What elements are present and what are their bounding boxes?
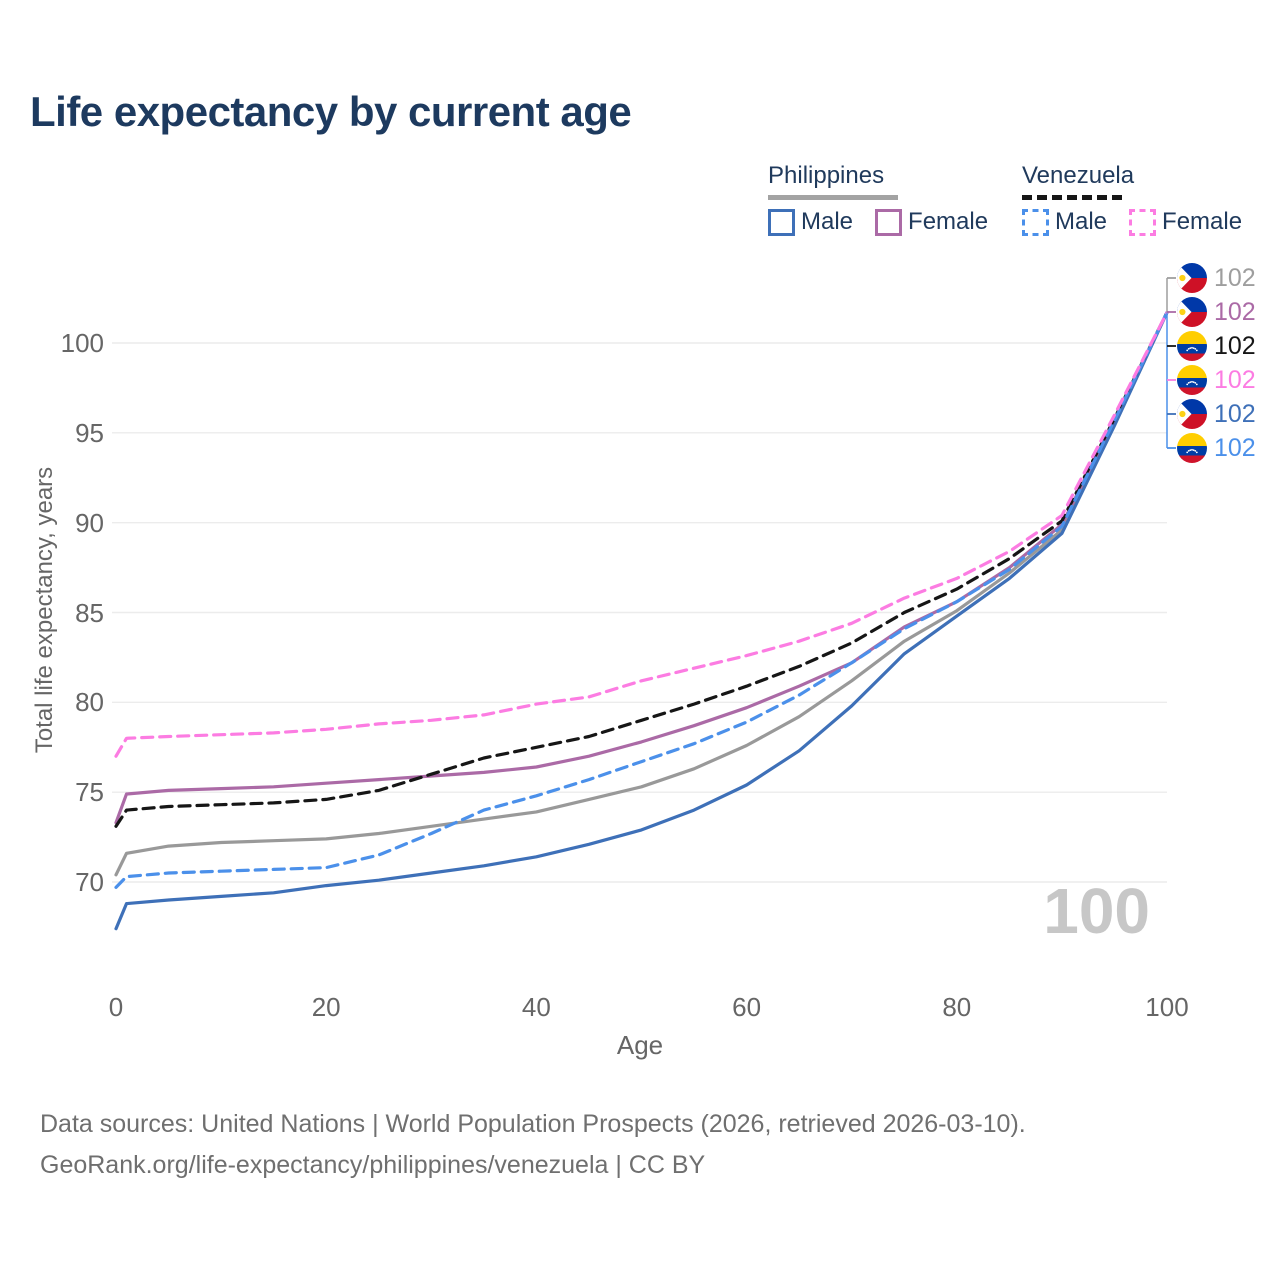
legend-item-philippines-female[interactable]: Female <box>875 208 988 236</box>
y-tick-100: 100 <box>60 328 104 358</box>
end-label-row-philippines-female: 102 <box>1177 297 1256 327</box>
venezuela-flag-icon <box>1177 331 1207 361</box>
end-value: 102 <box>1214 263 1256 292</box>
legend-country-philippines[interactable]: Philippines <box>768 162 898 200</box>
source-line-1: Data sources: United Nations | World Pop… <box>40 1110 1026 1138</box>
y-tick-80: 80 <box>75 687 104 718</box>
x-tick-80: 80 <box>942 992 972 1022</box>
y-tick-85: 85 <box>75 597 104 628</box>
x-tick-40: 40 <box>521 992 551 1022</box>
philippines-female-swatch-icon <box>875 208 903 236</box>
line-venezuela-male[interactable] <box>114 310 1169 890</box>
y-tick-70: 70 <box>75 867 104 897</box>
source-line-2: GeoRank.org/life-expectancy/philippines/… <box>40 1151 706 1179</box>
philippines-male-swatch-icon <box>768 208 795 236</box>
end-value: 102 <box>1214 331 1256 360</box>
end-value: 102 <box>1214 297 1256 326</box>
page-title: Life expectancy by current age <box>30 88 632 135</box>
y-tick-90: 90 <box>75 507 104 538</box>
venezuela-flag-icon <box>1177 433 1207 463</box>
legend-item-venezuela-male[interactable]: Male <box>1022 208 1107 236</box>
x-tick-0: 0 <box>108 992 124 1022</box>
line-venezuela-all[interactable] <box>114 310 1169 828</box>
venezuela-flag-icon <box>1177 365 1207 395</box>
line-philippines-male[interactable] <box>114 310 1169 931</box>
legend-label: Male <box>801 208 854 235</box>
legend-group-venezuela: Venezuela Male Female <box>1022 162 1252 236</box>
legend-country-venezuela[interactable]: Venezuela <box>1022 162 1134 200</box>
line-philippines-all[interactable] <box>114 310 1169 877</box>
philippines-flag-icon <box>1177 297 1207 327</box>
legend-item-venezuela-female[interactable]: Female <box>1129 208 1242 236</box>
legend-group-philippines: Philippines Male Female <box>768 162 988 236</box>
venezuela-male-swatch-icon <box>1022 208 1049 236</box>
end-value: 102 <box>1214 399 1256 428</box>
x-tick-100: 100 <box>1145 992 1189 1022</box>
y-tick-95: 95 <box>75 417 104 448</box>
end-label-row-philippines-male: 102 <box>1177 399 1256 429</box>
end-label-row-venezuela-all: 102 <box>1177 331 1256 361</box>
y-tick-75: 75 <box>75 777 104 808</box>
age-frame-label: 100 <box>1043 875 1150 947</box>
x-tick-20: 20 <box>311 992 341 1022</box>
end-value: 102 <box>1214 433 1256 462</box>
end-label-row-venezuela-female: 102 <box>1177 365 1256 395</box>
legend-label: Male <box>1055 208 1108 235</box>
legend-label: Female <box>908 208 989 235</box>
end-value: 102 <box>1214 365 1256 394</box>
x-tick-60: 60 <box>732 992 762 1022</box>
x-axis-title: Age <box>616 1030 664 1060</box>
philippines-flag-icon <box>1177 399 1207 429</box>
line-venezuela-female[interactable] <box>114 310 1169 758</box>
line-philippines-female[interactable] <box>114 310 1169 825</box>
end-label-row-philippines-all: 102 <box>1177 263 1256 293</box>
source-note: Data sources: United Nations | World Pop… <box>40 1104 1026 1186</box>
end-label-row-venezuela-male: 102 <box>1177 433 1256 463</box>
venezuela-female-swatch-icon <box>1129 208 1157 236</box>
legend-item-philippines-male[interactable]: Male <box>768 208 853 236</box>
philippines-flag-icon <box>1177 263 1207 293</box>
legend-label: Female <box>1162 208 1243 235</box>
